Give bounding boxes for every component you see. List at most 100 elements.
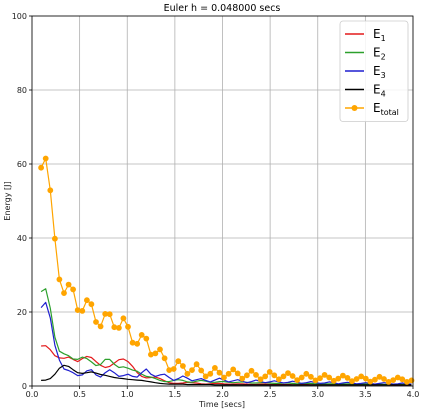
data-point bbox=[74, 307, 81, 314]
series-e-2 bbox=[40, 288, 412, 386]
legend-label: E4 bbox=[373, 83, 386, 99]
x-tick-label: 1.5 bbox=[169, 390, 182, 399]
data-point bbox=[340, 372, 346, 379]
x-tick-label: 1.0 bbox=[121, 390, 134, 399]
data-point bbox=[138, 332, 145, 338]
x-tick-label: 3.0 bbox=[311, 390, 324, 399]
data-point bbox=[271, 372, 278, 379]
legend-box bbox=[339, 20, 409, 122]
series-layer bbox=[38, 155, 415, 386]
x-tick-label: 2.0 bbox=[216, 390, 229, 399]
data-point bbox=[362, 375, 369, 382]
data-point bbox=[257, 376, 264, 383]
data-point bbox=[212, 365, 218, 371]
chart-title: Euler h = 0.048000 secs bbox=[164, 3, 281, 14]
data-point bbox=[120, 315, 127, 322]
data-point bbox=[312, 377, 319, 384]
legend-item: E2 bbox=[345, 46, 386, 62]
data-point bbox=[308, 373, 314, 380]
data-point bbox=[198, 367, 205, 374]
series-e-4 bbox=[41, 364, 412, 386]
data-point bbox=[376, 373, 383, 380]
data-point bbox=[381, 376, 387, 382]
data-point bbox=[111, 324, 118, 331]
data-point bbox=[399, 376, 406, 383]
data-point bbox=[280, 373, 287, 380]
legend-label: E2 bbox=[373, 46, 386, 62]
data-point bbox=[38, 164, 44, 171]
data-point bbox=[317, 375, 323, 382]
data-point bbox=[358, 373, 365, 380]
series-line bbox=[40, 288, 412, 386]
data-point bbox=[129, 339, 136, 346]
data-point bbox=[70, 286, 76, 293]
data-point bbox=[221, 374, 227, 381]
data-point bbox=[202, 373, 209, 380]
data-point bbox=[321, 372, 328, 378]
y-tick-label: 40 bbox=[17, 234, 27, 243]
legend-label: E1 bbox=[373, 27, 386, 43]
data-point bbox=[116, 325, 122, 331]
data-point bbox=[335, 375, 342, 382]
series-line bbox=[41, 364, 412, 386]
data-point bbox=[79, 308, 86, 314]
data-point bbox=[207, 370, 214, 377]
data-point bbox=[106, 311, 113, 318]
legend: E1 E2 E3 E4 Etotal bbox=[339, 20, 409, 122]
series-e-total bbox=[38, 155, 415, 385]
data-point bbox=[84, 297, 90, 304]
data-point bbox=[97, 323, 104, 330]
data-point bbox=[349, 378, 355, 385]
legend-item: E3 bbox=[345, 64, 386, 80]
data-point bbox=[372, 376, 378, 383]
data-point bbox=[344, 375, 351, 381]
data-point bbox=[285, 370, 291, 377]
data-point bbox=[184, 370, 191, 377]
y-tick-label: 100 bbox=[12, 12, 27, 21]
y-axis-label: Energy [J] bbox=[3, 181, 12, 220]
data-point bbox=[189, 367, 195, 374]
data-point bbox=[330, 377, 337, 384]
data-point bbox=[170, 366, 177, 372]
data-point bbox=[125, 323, 131, 330]
x-axis-label: Time [secs] bbox=[198, 400, 245, 409]
data-point bbox=[234, 370, 241, 377]
data-point bbox=[239, 375, 246, 382]
data-point bbox=[230, 366, 237, 373]
data-point bbox=[52, 235, 58, 242]
x-tick-label: 3.5 bbox=[359, 390, 372, 399]
y-tick-label: 80 bbox=[17, 86, 27, 95]
data-point bbox=[367, 378, 374, 385]
x-tick-label: 4.0 bbox=[407, 390, 420, 399]
y-tick-label: 20 bbox=[17, 308, 27, 317]
data-point bbox=[390, 377, 397, 384]
legend-item: E1 bbox=[345, 27, 386, 43]
data-point bbox=[244, 372, 250, 379]
data-point bbox=[143, 335, 150, 342]
data-point bbox=[248, 367, 255, 374]
data-point bbox=[161, 355, 168, 362]
x-tick-label: 0.5 bbox=[73, 390, 86, 399]
data-point bbox=[65, 281, 72, 288]
data-point bbox=[157, 346, 163, 353]
data-point bbox=[88, 301, 95, 308]
data-point bbox=[303, 370, 310, 377]
x-tick-label: 0.0 bbox=[26, 390, 39, 399]
data-point bbox=[253, 372, 259, 378]
data-point bbox=[193, 361, 200, 368]
data-point bbox=[225, 370, 232, 377]
data-point bbox=[134, 340, 141, 347]
data-point bbox=[298, 374, 305, 381]
x-tick-label: 2.5 bbox=[264, 390, 277, 399]
legend-label: Etotal bbox=[373, 101, 399, 117]
data-point bbox=[152, 350, 159, 357]
data-point bbox=[93, 319, 99, 325]
data-point bbox=[326, 374, 333, 381]
data-point bbox=[47, 187, 54, 194]
data-point bbox=[42, 155, 49, 162]
y-tick-label: 0 bbox=[22, 382, 27, 391]
legend-item: Etotal bbox=[345, 101, 399, 117]
data-point bbox=[61, 290, 67, 297]
data-point bbox=[175, 358, 182, 365]
